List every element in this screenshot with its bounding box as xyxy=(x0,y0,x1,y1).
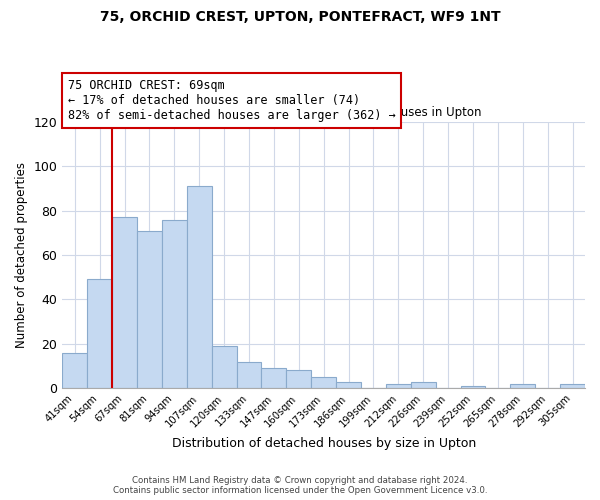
Text: Contains HM Land Registry data © Crown copyright and database right 2024.
Contai: Contains HM Land Registry data © Crown c… xyxy=(113,476,487,495)
Title: Size of property relative to detached houses in Upton: Size of property relative to detached ho… xyxy=(166,106,482,120)
Bar xyxy=(386,384,411,388)
Bar xyxy=(162,220,187,388)
Bar xyxy=(262,368,286,388)
Bar xyxy=(461,386,485,388)
Bar xyxy=(87,280,112,388)
Bar xyxy=(112,218,137,388)
Bar xyxy=(311,377,336,388)
Bar xyxy=(336,382,361,388)
Text: 75, ORCHID CREST, UPTON, PONTEFRACT, WF9 1NT: 75, ORCHID CREST, UPTON, PONTEFRACT, WF9… xyxy=(100,10,500,24)
X-axis label: Distribution of detached houses by size in Upton: Distribution of detached houses by size … xyxy=(172,437,476,450)
Bar xyxy=(212,346,236,388)
Bar xyxy=(236,362,262,388)
Bar xyxy=(137,230,162,388)
Bar xyxy=(187,186,212,388)
Bar xyxy=(286,370,311,388)
Bar xyxy=(62,352,87,388)
Y-axis label: Number of detached properties: Number of detached properties xyxy=(15,162,28,348)
Text: 75 ORCHID CREST: 69sqm
← 17% of detached houses are smaller (74)
82% of semi-det: 75 ORCHID CREST: 69sqm ← 17% of detached… xyxy=(68,79,395,122)
Bar xyxy=(560,384,585,388)
Bar xyxy=(411,382,436,388)
Bar xyxy=(511,384,535,388)
